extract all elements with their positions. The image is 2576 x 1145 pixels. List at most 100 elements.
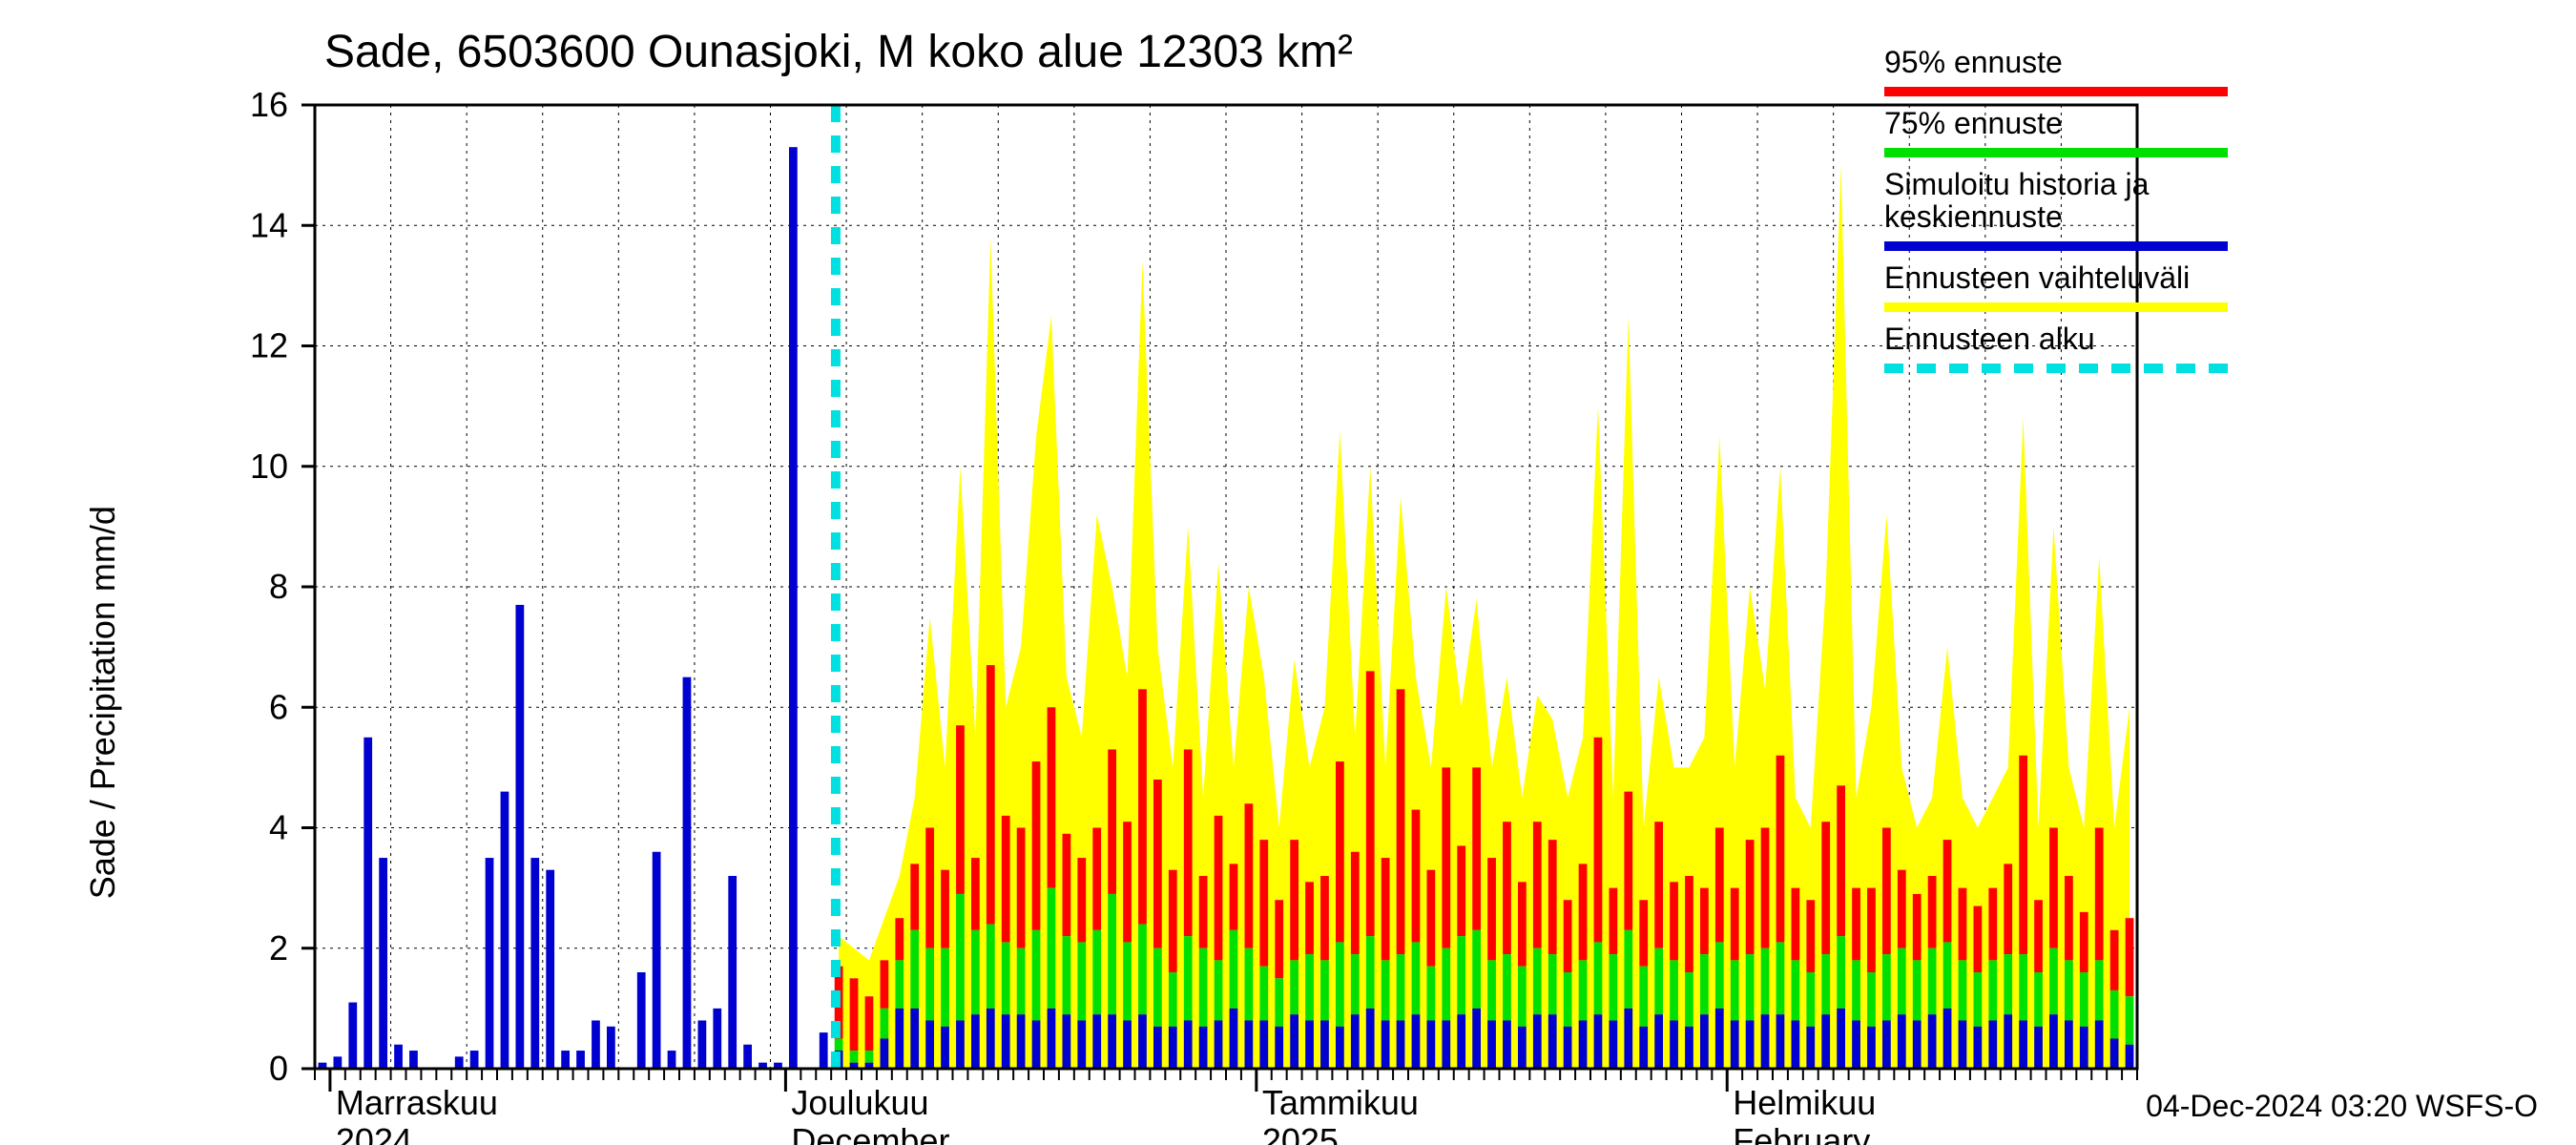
history-bar — [713, 1009, 721, 1069]
p95-bar — [1503, 822, 1511, 954]
p95-bar — [1959, 888, 1967, 961]
p75-bar — [1244, 948, 1253, 1021]
p95-bar — [1032, 761, 1041, 930]
ytick-label: 0 — [269, 1049, 288, 1088]
p95-bar — [1259, 840, 1268, 967]
p75-bar — [1518, 967, 1527, 1027]
p75-bar — [1639, 967, 1648, 1027]
p75-bar — [1062, 936, 1070, 1014]
p75-bar — [1184, 936, 1193, 1020]
p95-bar — [1077, 858, 1086, 942]
p95-bar — [2080, 912, 2088, 972]
p75-bar — [1609, 954, 1617, 1020]
p75-bar — [2095, 960, 2104, 1020]
p95-bar — [2065, 876, 2073, 960]
p95-bar — [1731, 888, 1739, 961]
median-bar — [1731, 1021, 1739, 1070]
p75-bar — [1700, 954, 1709, 1014]
history-bar — [683, 677, 692, 1069]
p95-bar — [1336, 761, 1344, 942]
p95-bar — [1943, 840, 1952, 942]
p75-bar — [1305, 954, 1314, 1020]
p75-bar — [1988, 960, 1997, 1020]
median-bar — [1518, 1027, 1527, 1069]
history-bar — [348, 1003, 357, 1069]
median-bar — [1138, 1014, 1147, 1069]
median-bar — [925, 1021, 934, 1070]
p75-bar — [1442, 948, 1450, 1021]
legend-label: Ennusteen vaihteluväli — [1884, 260, 2190, 295]
p75-bar — [2126, 996, 2134, 1045]
legend-label: 95% ennuste — [1884, 45, 2063, 79]
median-bar — [1002, 1014, 1010, 1069]
p75-bar — [1215, 960, 1223, 1020]
p95-bar — [1624, 792, 1632, 930]
p95-bar — [941, 870, 949, 948]
p75-bar — [1564, 972, 1572, 1027]
history-bar — [820, 1032, 828, 1069]
median-bar — [1397, 1021, 1405, 1070]
history-bar — [364, 738, 372, 1069]
p75-bar — [1776, 942, 1785, 1014]
p95-bar — [987, 665, 995, 924]
p75-bar — [2004, 954, 2012, 1014]
p95-bar — [1988, 888, 1997, 961]
p75-bar — [1002, 942, 1010, 1014]
p75-bar — [1898, 948, 1906, 1014]
p95-bar — [850, 978, 859, 1051]
p75-bar — [1913, 960, 1922, 1020]
median-bar — [2065, 1021, 2073, 1070]
median-bar — [1852, 1021, 1860, 1070]
median-bar — [1153, 1027, 1162, 1069]
xtick-label: 2025 — [1262, 1121, 1339, 1145]
median-bar — [880, 1038, 888, 1069]
p75-bar — [865, 1051, 874, 1063]
p75-bar — [2034, 972, 2043, 1027]
p95-bar — [1761, 828, 1770, 948]
p75-bar — [1973, 972, 1982, 1027]
p75-bar — [1275, 978, 1283, 1027]
median-bar — [1092, 1014, 1101, 1069]
p95-bar — [1564, 900, 1572, 972]
median-bar — [1973, 1027, 1982, 1069]
p95-bar — [1169, 870, 1177, 972]
p95-bar — [1837, 785, 1845, 936]
p75-bar — [2019, 954, 2027, 1020]
median-bar — [1670, 1021, 1678, 1070]
median-bar — [895, 1009, 904, 1069]
chart-svg: 0246810121416Marraskuu2024JoulukuuDecemb… — [0, 0, 2576, 1145]
p75-bar — [1503, 954, 1511, 1020]
xtick-label: 2024 — [336, 1121, 412, 1145]
median-bar — [1639, 1027, 1648, 1069]
p75-bar — [956, 894, 965, 1021]
xtick-label: Tammikuu — [1262, 1083, 1419, 1122]
p95-bar — [1290, 840, 1298, 960]
history-bar — [668, 1051, 676, 1069]
ytick-label: 14 — [250, 205, 288, 244]
history-bar — [607, 1027, 615, 1069]
median-bar — [1351, 1014, 1360, 1069]
p75-bar — [1852, 960, 1860, 1020]
median-bar — [1776, 1014, 1785, 1069]
median-bar — [1700, 1014, 1709, 1069]
p95-bar — [1821, 822, 1830, 954]
median-bar — [2080, 1027, 2088, 1069]
median-bar — [1806, 1027, 1815, 1069]
median-bar — [2110, 1038, 2119, 1069]
median-bar — [1412, 1014, 1421, 1069]
p95-bar — [1746, 840, 1755, 954]
median-bar — [1336, 1027, 1344, 1069]
p75-bar — [2049, 948, 2058, 1014]
legend-label: 75% ennuste — [1884, 106, 2063, 140]
p95-bar — [1973, 906, 1982, 972]
p75-bar — [1426, 967, 1435, 1021]
legend-label: Simuloitu historia ja — [1884, 167, 2150, 201]
history-bar — [470, 1051, 479, 1069]
median-bar — [2126, 1045, 2134, 1069]
median-bar — [1503, 1021, 1511, 1070]
p95-bar — [1487, 858, 1496, 960]
p95-bar — [865, 996, 874, 1051]
p95-bar — [1533, 822, 1542, 948]
p75-bar — [1290, 960, 1298, 1014]
history-bar — [728, 876, 737, 1069]
